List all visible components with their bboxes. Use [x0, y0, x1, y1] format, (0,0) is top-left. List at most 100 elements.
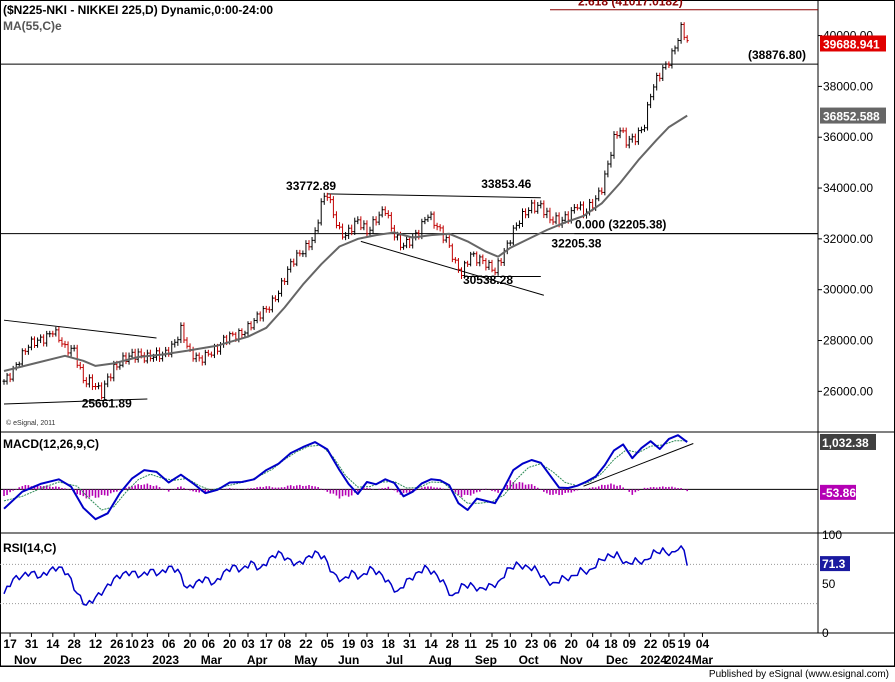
x-day-label: 06 [162, 637, 176, 651]
price-bar [51, 330, 55, 338]
price-bar [630, 133, 634, 143]
price-bar [365, 220, 369, 237]
price-bar [289, 258, 293, 273]
x-day-label: 18 [604, 637, 618, 651]
macd-signal-line [3, 440, 688, 511]
x-day-label: 14 [46, 637, 60, 651]
price-bar [267, 306, 271, 313]
price-bar [521, 208, 524, 227]
price-bar [334, 211, 338, 229]
price-annotation: 25661.89 [82, 397, 132, 411]
x-month-label: Dec [606, 653, 628, 667]
x-day-label: 19 [342, 637, 356, 651]
price-bar [304, 240, 308, 258]
price-bar [621, 127, 625, 134]
price-bar [499, 258, 503, 266]
rsi-y-tick-label: 50 [822, 577, 836, 591]
macd-title: MACD(12,26,9,C) [3, 437, 99, 451]
price-bar [493, 267, 497, 276]
price-bar [661, 64, 665, 81]
price-bar [386, 210, 390, 219]
price-bar [469, 251, 473, 267]
price-bar [328, 193, 332, 204]
x-day-label: 26 [110, 637, 124, 651]
price-bar [249, 321, 253, 331]
price-bar [615, 131, 619, 139]
y-tick-label: 34000.00 [823, 181, 873, 195]
price-bar [203, 349, 207, 366]
price-bar [490, 259, 494, 273]
price-bar [444, 235, 448, 243]
price-bar [432, 211, 436, 229]
price-bar [103, 380, 107, 401]
price-bar [23, 348, 27, 355]
price-bar [402, 242, 406, 250]
price-bar [280, 277, 284, 297]
rsi-title: RSI(14,C) [3, 541, 56, 555]
rsi-y-tick-label: 0 [822, 626, 829, 640]
price-bar [481, 254, 485, 265]
price-bar [554, 212, 558, 225]
price-bar [124, 352, 128, 365]
price-bar [29, 336, 33, 351]
price-bar [673, 45, 677, 55]
price-bar [36, 337, 40, 348]
price-bar [356, 216, 360, 225]
price-bar [578, 201, 582, 211]
price-bar [548, 207, 552, 224]
x-day-label: 22 [299, 637, 313, 651]
chart-frame [0, 0, 895, 667]
x-day-label: 06 [202, 637, 216, 651]
price-bar [463, 260, 467, 279]
price-bar [258, 311, 262, 322]
price-bar [527, 207, 531, 219]
price-bar [97, 382, 101, 390]
rsi-y-tick-label: 100 [822, 528, 842, 542]
price-bar [344, 231, 348, 241]
price-bar [42, 334, 46, 347]
price-bar [264, 305, 268, 313]
price-bar [475, 251, 479, 267]
macd-trendline [583, 443, 694, 487]
x-day-label: 31 [25, 637, 39, 651]
price-bar [664, 61, 668, 70]
macd-hist-tag [820, 484, 856, 500]
price-bar [350, 224, 354, 236]
price-bar [508, 240, 512, 246]
x-month-label: Nov [14, 653, 37, 667]
price-bar [109, 373, 113, 382]
price-bar [273, 295, 277, 302]
x-day-label: 10 [504, 637, 518, 651]
x-day-label: 12 [89, 637, 103, 651]
x-month-label: Jul [386, 653, 403, 667]
price-bar [658, 72, 662, 82]
last-price-tag [820, 35, 886, 52]
price-annotation: 32205.38 [551, 237, 601, 251]
y-tick-label: 26000.00 [823, 384, 873, 398]
price-bar [652, 84, 656, 101]
x-day-label: 19 [677, 637, 691, 651]
price-bar [338, 221, 341, 230]
price-bar [682, 22, 686, 41]
price-annotation: 30538.28 [463, 273, 513, 287]
price-bar [161, 351, 165, 362]
watermark: © eSignal, 2011 [6, 420, 56, 427]
price-bar [411, 233, 415, 249]
price-bar [383, 206, 387, 216]
price-bar [133, 348, 137, 363]
price-bar [636, 127, 640, 145]
x-month-label: Nov [560, 653, 583, 667]
price-bar [8, 372, 12, 383]
price-bar [331, 196, 335, 219]
x-month-label: 2024 [665, 653, 692, 667]
price-bar [313, 227, 317, 244]
price-bar [597, 187, 601, 202]
publisher-credit: Published by eSignal (www.esignal.com) [708, 669, 889, 680]
price-bar [231, 331, 235, 337]
price-bar [600, 187, 604, 195]
price-bar [200, 355, 204, 366]
price-bar [624, 127, 628, 148]
price-bar [197, 352, 201, 362]
price-bar [639, 126, 643, 134]
price-bar [539, 200, 543, 209]
